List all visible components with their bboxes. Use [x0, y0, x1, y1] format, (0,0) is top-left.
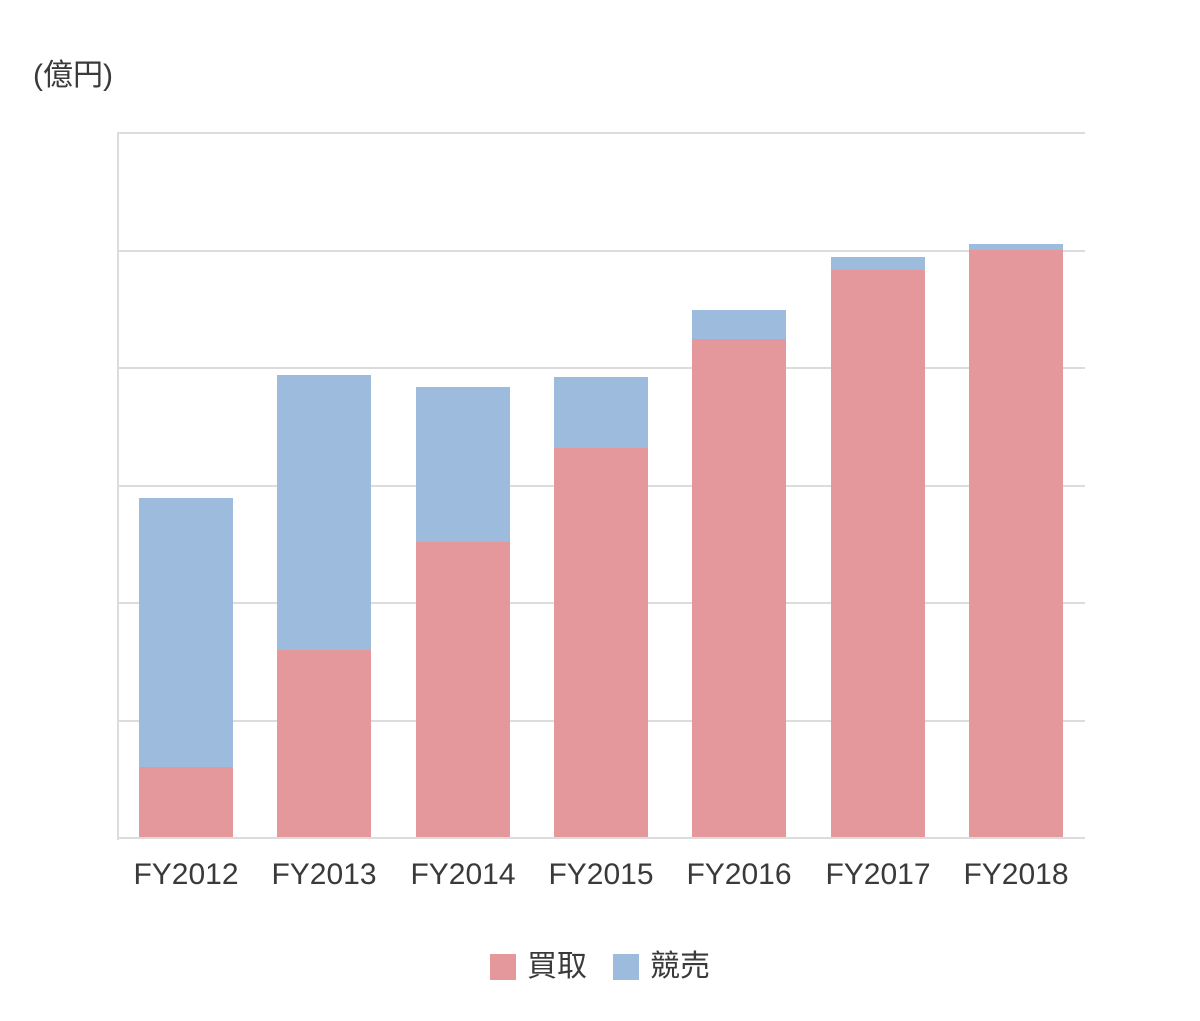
bar-kaitori-fy2015 — [554, 448, 648, 838]
bar-kyobai-fy2018 — [969, 244, 1063, 250]
bar-kaitori-fy2016 — [692, 339, 786, 838]
x-tick-label-fy2017: FY2017 — [825, 858, 931, 891]
plot-top-border — [117, 132, 1085, 134]
legend-label-kaitori: 買取 — [527, 950, 587, 983]
bar-kaitori-fy2013 — [277, 650, 371, 838]
bar-kyobai-fy2014 — [416, 387, 510, 542]
x-tick-label-fy2016: FY2016 — [686, 858, 792, 891]
x-tick-label-fy2018: FY2018 — [963, 858, 1069, 891]
x-tick-label-fy2015: FY2015 — [548, 858, 654, 891]
gridline — [117, 367, 1085, 369]
x-tick-label-fy2012: FY2012 — [133, 858, 239, 891]
bar-kaitori-fy2017 — [831, 270, 925, 838]
x-axis-labels: FY2012 FY2013 FY2014 FY2015 FY2016 FY2017 FY20… — [117, 858, 1085, 900]
x-axis-line — [117, 837, 1085, 839]
legend-item-kyobai: 競売 — [613, 952, 710, 982]
y-axis-line — [117, 133, 119, 840]
gridline — [117, 250, 1085, 252]
bar-kaitori-fy2012 — [139, 767, 233, 838]
bar-kyobai-fy2017 — [831, 257, 925, 270]
legend-item-kaitori: 買取 — [490, 952, 587, 982]
x-tick-label-fy2013: FY2013 — [271, 858, 377, 891]
plot-area — [117, 132, 1085, 840]
legend-label-kyobai: 競売 — [650, 950, 710, 983]
bar-kyobai-fy2016 — [692, 310, 786, 339]
bar-kaitori-fy2014 — [416, 542, 510, 838]
bar-kaitori-fy2018 — [969, 250, 1063, 838]
y-axis-unit-label: (億円) — [33, 59, 113, 92]
bar-kyobai-fy2015 — [554, 377, 648, 448]
bar-kyobai-fy2012 — [139, 498, 233, 767]
legend-swatch-kyobai — [613, 954, 639, 980]
legend: 買取 競売 — [0, 952, 1200, 982]
bar-kyobai-fy2013 — [277, 375, 371, 650]
legend-swatch-kaitori — [490, 954, 516, 980]
x-tick-label-fy2014: FY2014 — [410, 858, 516, 891]
